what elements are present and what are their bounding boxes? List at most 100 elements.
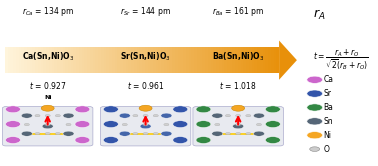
Polygon shape xyxy=(54,47,57,73)
Polygon shape xyxy=(79,47,82,73)
Circle shape xyxy=(140,124,151,129)
Text: $t = \dfrac{r_A + r_O}{\sqrt{2}(r_B + r_O)}$: $t = \dfrac{r_A + r_O}{\sqrt{2}(r_B + r_… xyxy=(313,47,369,72)
Polygon shape xyxy=(260,47,263,73)
Polygon shape xyxy=(222,47,224,73)
Polygon shape xyxy=(117,47,120,73)
Polygon shape xyxy=(136,47,139,73)
Polygon shape xyxy=(101,47,104,73)
FancyBboxPatch shape xyxy=(2,107,93,146)
Circle shape xyxy=(153,115,158,117)
Polygon shape xyxy=(87,47,90,73)
Polygon shape xyxy=(158,47,161,73)
Polygon shape xyxy=(147,47,150,73)
Circle shape xyxy=(119,131,130,136)
Polygon shape xyxy=(16,47,19,73)
Polygon shape xyxy=(241,47,243,73)
Polygon shape xyxy=(93,47,95,73)
Polygon shape xyxy=(11,47,13,73)
Polygon shape xyxy=(123,47,125,73)
Polygon shape xyxy=(22,47,24,73)
Polygon shape xyxy=(197,47,200,73)
Text: Sr(Sn,Ni)O$_3$: Sr(Sn,Ni)O$_3$ xyxy=(120,51,171,63)
Circle shape xyxy=(6,121,20,127)
Circle shape xyxy=(119,113,130,118)
Polygon shape xyxy=(13,47,16,73)
Polygon shape xyxy=(76,47,79,73)
Circle shape xyxy=(104,137,118,143)
Polygon shape xyxy=(139,47,142,73)
Circle shape xyxy=(24,123,29,126)
Circle shape xyxy=(45,123,50,126)
FancyBboxPatch shape xyxy=(193,107,284,146)
Polygon shape xyxy=(243,47,246,73)
Circle shape xyxy=(63,113,74,118)
Polygon shape xyxy=(153,47,156,73)
Polygon shape xyxy=(128,47,131,73)
FancyBboxPatch shape xyxy=(101,107,191,146)
Circle shape xyxy=(173,137,188,143)
Polygon shape xyxy=(191,47,194,73)
Polygon shape xyxy=(227,47,230,73)
Text: Ba(Sn,Ni)O$_3$: Ba(Sn,Ni)O$_3$ xyxy=(212,51,264,63)
Polygon shape xyxy=(268,47,271,73)
Polygon shape xyxy=(252,47,254,73)
Text: $t$ = 0.927: $t$ = 0.927 xyxy=(29,80,66,91)
Circle shape xyxy=(6,137,20,143)
Polygon shape xyxy=(82,47,84,73)
Polygon shape xyxy=(145,47,147,73)
Circle shape xyxy=(122,123,127,126)
Polygon shape xyxy=(254,47,257,73)
Circle shape xyxy=(164,123,169,126)
Text: O: O xyxy=(324,145,330,154)
Polygon shape xyxy=(224,47,227,73)
Polygon shape xyxy=(213,47,216,73)
Polygon shape xyxy=(120,47,123,73)
Polygon shape xyxy=(205,47,208,73)
Circle shape xyxy=(225,132,231,135)
Polygon shape xyxy=(279,41,297,80)
Text: $r_A$: $r_A$ xyxy=(313,8,325,22)
Polygon shape xyxy=(33,47,35,73)
Circle shape xyxy=(307,118,322,125)
Polygon shape xyxy=(5,47,8,73)
Circle shape xyxy=(196,121,211,127)
Polygon shape xyxy=(150,47,153,73)
Circle shape xyxy=(143,132,148,135)
Polygon shape xyxy=(274,47,276,73)
Circle shape xyxy=(232,124,244,129)
Polygon shape xyxy=(49,47,51,73)
Polygon shape xyxy=(200,47,202,73)
Polygon shape xyxy=(172,47,175,73)
Polygon shape xyxy=(57,47,60,73)
Circle shape xyxy=(265,106,280,113)
Polygon shape xyxy=(230,47,232,73)
Polygon shape xyxy=(202,47,205,73)
Polygon shape xyxy=(156,47,158,73)
Polygon shape xyxy=(164,47,167,73)
Circle shape xyxy=(256,123,262,126)
Circle shape xyxy=(196,137,211,143)
Circle shape xyxy=(173,121,188,127)
Circle shape xyxy=(6,106,20,113)
Text: $r_{Sr}$ = 144 pm: $r_{Sr}$ = 144 pm xyxy=(120,5,171,18)
Text: $t$ = 0.961: $t$ = 0.961 xyxy=(127,80,164,91)
Polygon shape xyxy=(142,47,145,73)
Circle shape xyxy=(45,115,50,117)
Circle shape xyxy=(212,131,223,136)
Polygon shape xyxy=(68,47,71,73)
Polygon shape xyxy=(169,47,172,73)
Circle shape xyxy=(104,121,118,127)
Circle shape xyxy=(307,104,322,111)
Polygon shape xyxy=(235,47,238,73)
Circle shape xyxy=(246,115,251,117)
Text: Sn: Sn xyxy=(324,117,333,126)
Polygon shape xyxy=(246,47,249,73)
Text: Sn: Sn xyxy=(118,151,127,156)
Polygon shape xyxy=(46,47,49,73)
Polygon shape xyxy=(178,47,180,73)
Text: Ca: Ca xyxy=(324,75,334,84)
Circle shape xyxy=(310,147,320,151)
Circle shape xyxy=(196,106,211,113)
Circle shape xyxy=(235,132,241,135)
Circle shape xyxy=(35,132,40,135)
